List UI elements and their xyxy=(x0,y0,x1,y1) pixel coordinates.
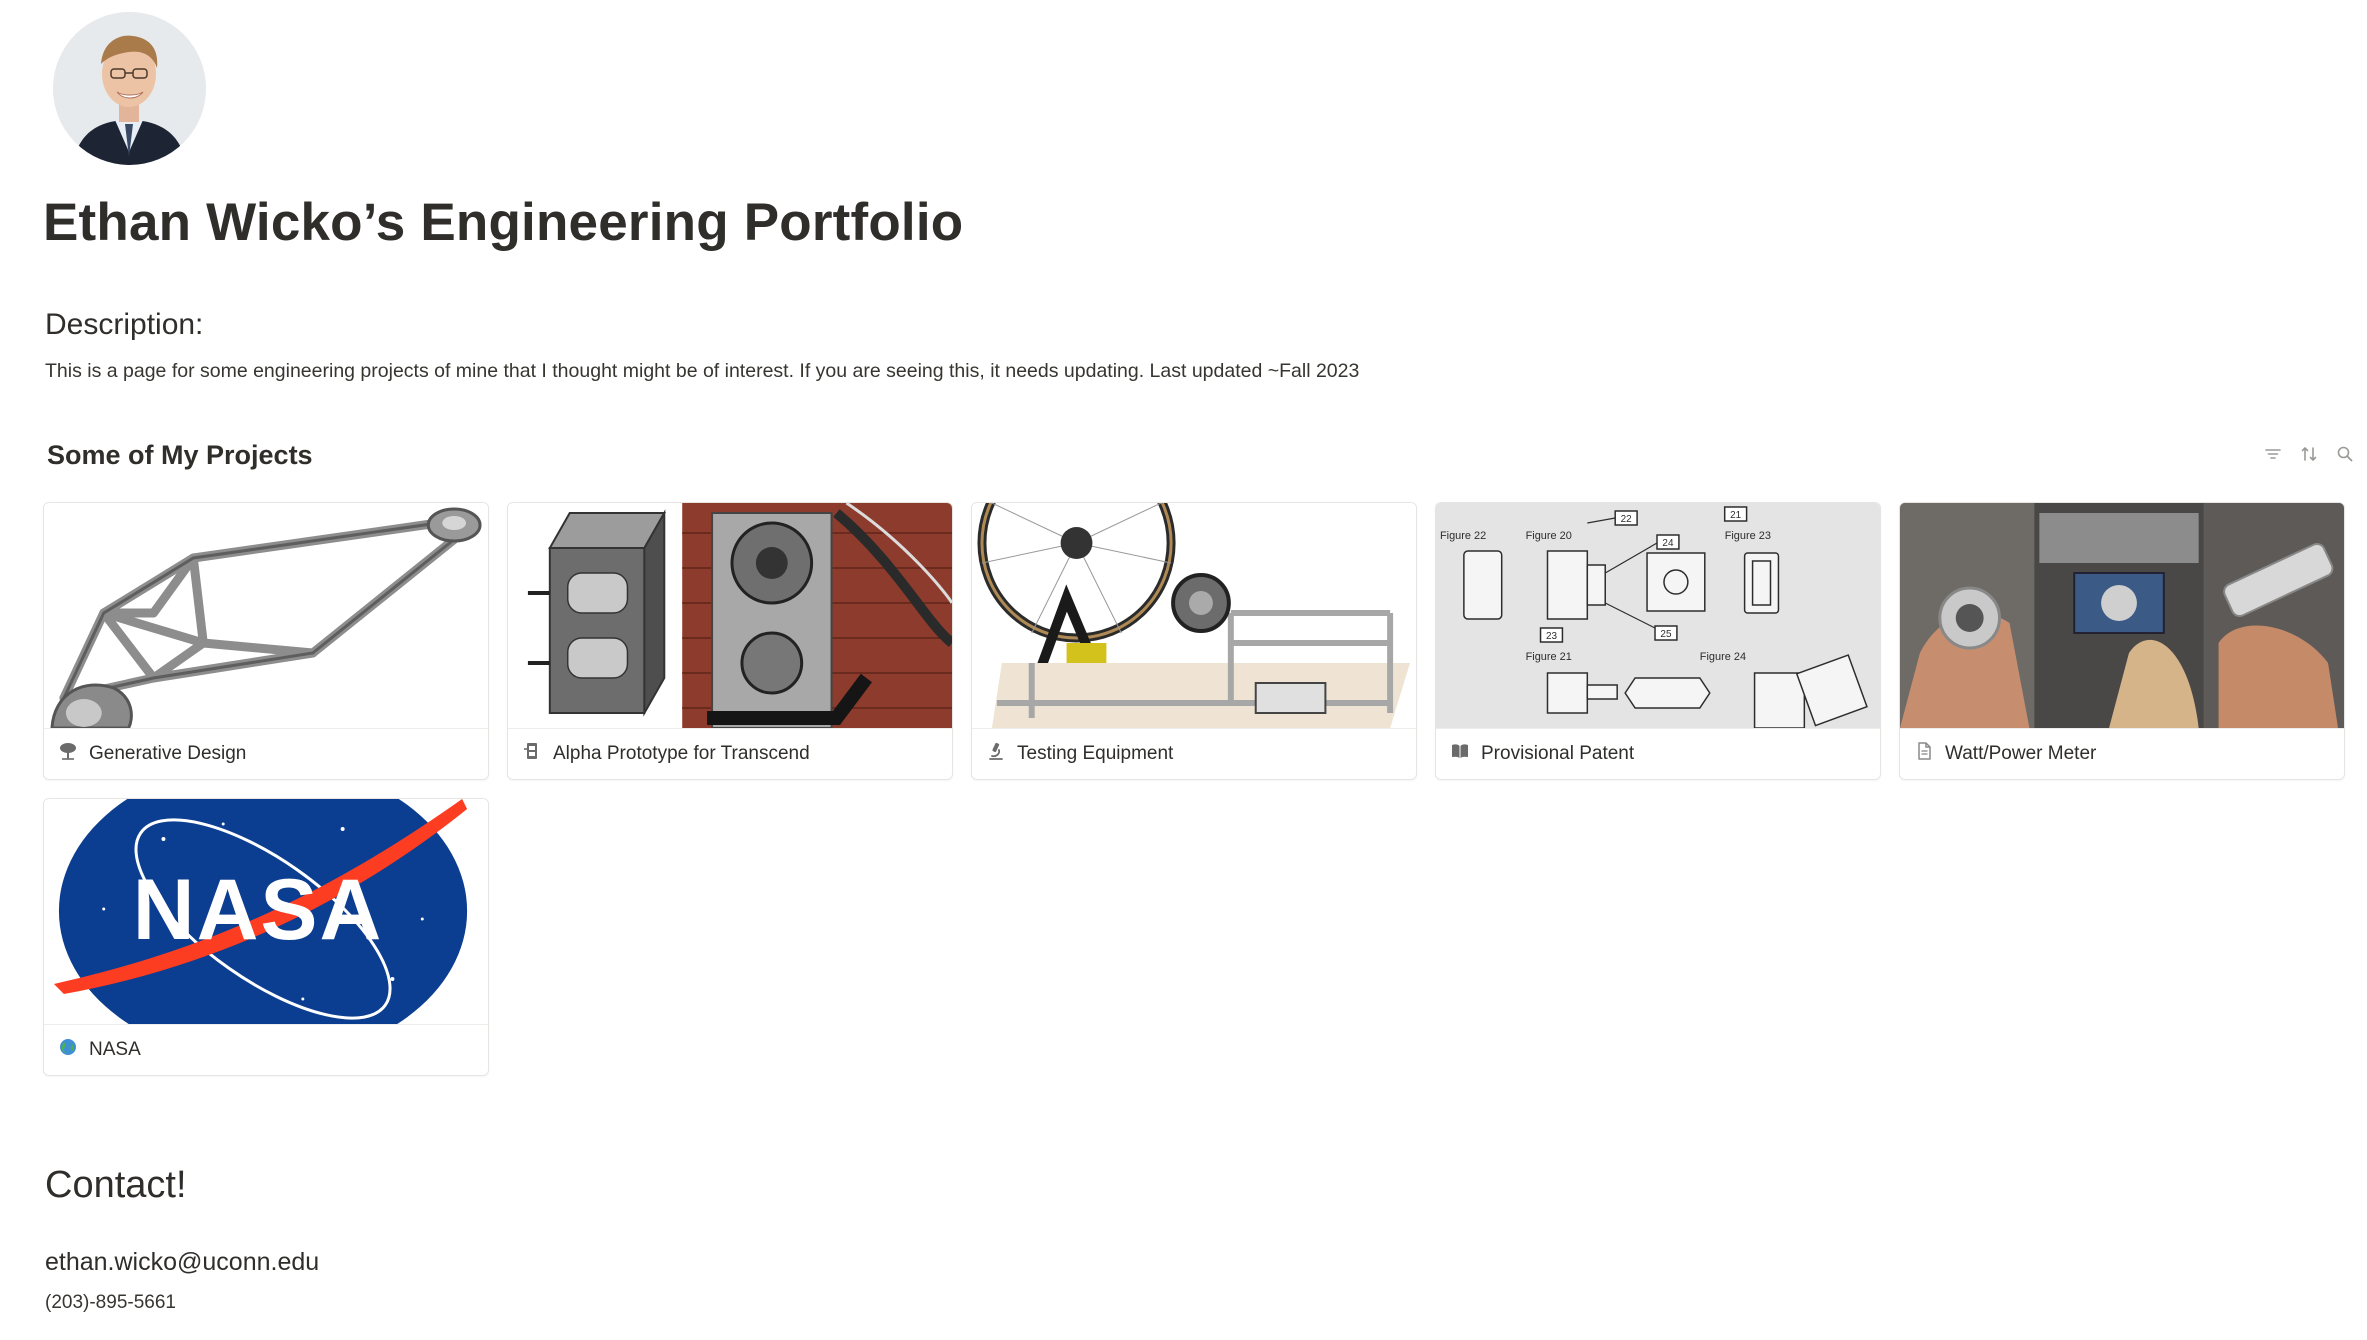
contact-heading: Contact! xyxy=(45,1164,187,1206)
card-cover-image xyxy=(508,503,952,728)
card-cover-image xyxy=(44,503,488,728)
patent-callout: 25 xyxy=(1660,629,1672,640)
patent-figure-label: Figure 21 xyxy=(1526,651,1572,663)
card-footer: Provisional Patent xyxy=(1436,728,1880,764)
contact-phone: (203)-895-5661 xyxy=(45,1292,176,1313)
card-cover-image xyxy=(972,503,1416,728)
project-card-nasa[interactable]: NASA NASA xyxy=(43,798,489,1076)
card-title: Testing Equipment xyxy=(1017,743,1174,764)
project-card-alpha-prototype[interactable]: Alpha Prototype for Transcend xyxy=(507,502,953,780)
filter-icon xyxy=(2265,449,2281,459)
project-card-watt-power-meter[interactable]: Watt/Power Meter xyxy=(1899,502,2345,780)
patent-callout: 21 xyxy=(1730,510,1742,521)
profile-photo xyxy=(53,12,206,165)
card-title: Generative Design xyxy=(89,743,247,764)
patent-figure-label: Figure 22 xyxy=(1440,530,1486,542)
card-cover-image xyxy=(1900,503,2344,728)
tree-icon xyxy=(60,743,76,760)
card-footer: Generative Design xyxy=(44,728,488,764)
patent-figure-label: Figure 24 xyxy=(1700,651,1746,663)
project-card-generative-design[interactable]: Generative Design xyxy=(43,502,489,780)
search-button[interactable] xyxy=(2335,444,2355,464)
microscope-icon xyxy=(989,742,1003,760)
description-text: This is a page for some engineering proj… xyxy=(45,360,1360,382)
patent-figure-label: Figure 23 xyxy=(1725,530,1771,542)
card-cover-image: NASA xyxy=(44,799,488,1024)
sort-button[interactable] xyxy=(2299,444,2319,464)
page-icon xyxy=(1918,742,1931,760)
patent-callout: 22 xyxy=(1621,514,1633,525)
card-footer: NASA xyxy=(44,1024,488,1060)
project-card-provisional-patent[interactable]: Figure 22 Figure 20 Figure 23 Figure 21 … xyxy=(1435,502,1881,780)
sort-icon xyxy=(2301,447,2317,461)
patent-callout: 24 xyxy=(1662,538,1674,549)
card-title: NASA xyxy=(89,1039,141,1060)
globe-icon xyxy=(60,1039,76,1055)
card-title: Provisional Patent xyxy=(1481,743,1635,764)
patent-callout: 23 xyxy=(1546,631,1558,642)
page-title: Ethan Wicko’s Engineering Portfolio xyxy=(43,193,964,252)
search-icon xyxy=(2337,446,2353,462)
avatar xyxy=(53,12,206,165)
project-card-testing-equipment[interactable]: Testing Equipment xyxy=(971,502,1417,780)
database-toolbar xyxy=(2263,444,2355,464)
card-cover-image: Figure 22 Figure 20 Figure 23 Figure 21 … xyxy=(1436,503,1880,728)
contact-email[interactable]: ethan.wicko@uconn.edu xyxy=(45,1248,320,1276)
card-footer: Testing Equipment xyxy=(972,728,1416,764)
book-icon xyxy=(1452,744,1468,758)
card-footer: Watt/Power Meter xyxy=(1900,728,2344,764)
patent-figure-label: Figure 20 xyxy=(1526,530,1572,542)
bike-icon xyxy=(524,743,537,759)
description-heading: Description: xyxy=(45,308,204,341)
filter-button[interactable] xyxy=(2263,444,2283,464)
card-title: Watt/Power Meter xyxy=(1945,743,2097,764)
card-footer: Alpha Prototype for Transcend xyxy=(508,728,952,764)
projects-database-title[interactable]: Some of My Projects xyxy=(47,440,313,470)
nasa-logo-text: NASA xyxy=(133,862,384,958)
card-title: Alpha Prototype for Transcend xyxy=(553,743,810,764)
